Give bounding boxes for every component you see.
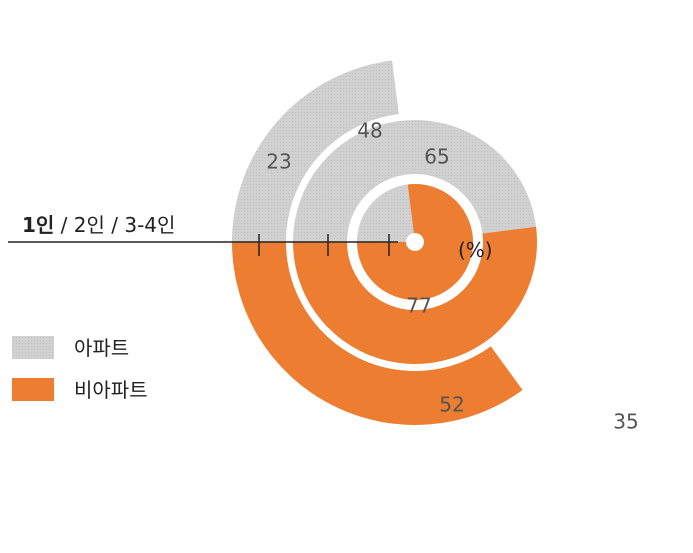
non-apartment-value-label-3: 77 xyxy=(406,294,431,318)
non-apartment-bar-3 xyxy=(357,184,473,300)
legend-label-apartment: 아파트 xyxy=(74,336,129,360)
apartment-value-label-3: 65 xyxy=(424,145,449,169)
non-apartment-value-label-1: 35 xyxy=(613,410,638,434)
legend-item-non-apartment: 비아파트 xyxy=(12,378,148,402)
legend-swatch-non-apartment xyxy=(12,378,54,401)
apartment-value-label-1: 23 xyxy=(266,150,291,174)
category-label-rest: / 2인 / 3-4인 xyxy=(54,213,175,237)
legend-item-apartment: 아파트 xyxy=(12,336,129,360)
legend-label-non-apartment: 비아파트 xyxy=(74,378,148,402)
value-labels: 23 48 65 35 52 77 xyxy=(266,119,638,434)
legend: 아파트 비아파트 xyxy=(12,336,148,402)
chart-axis xyxy=(8,234,398,256)
category-axis-label: 1인 / 2인 / 3-4인 xyxy=(22,213,175,237)
apartment-bar-2 xyxy=(293,120,537,242)
unit-label: (%) xyxy=(458,238,493,262)
non-apartment-bar-1 xyxy=(232,242,523,425)
non-apartment-bar-2 xyxy=(293,226,537,365)
category-label-bold: 1인 xyxy=(22,213,54,237)
non-apartment-value-label-2: 52 xyxy=(439,393,464,417)
chart-bars xyxy=(232,60,537,425)
apartment-value-label-2: 48 xyxy=(357,119,382,143)
legend-swatch-apartment xyxy=(12,336,54,359)
apartment-bar-1 xyxy=(232,60,399,242)
